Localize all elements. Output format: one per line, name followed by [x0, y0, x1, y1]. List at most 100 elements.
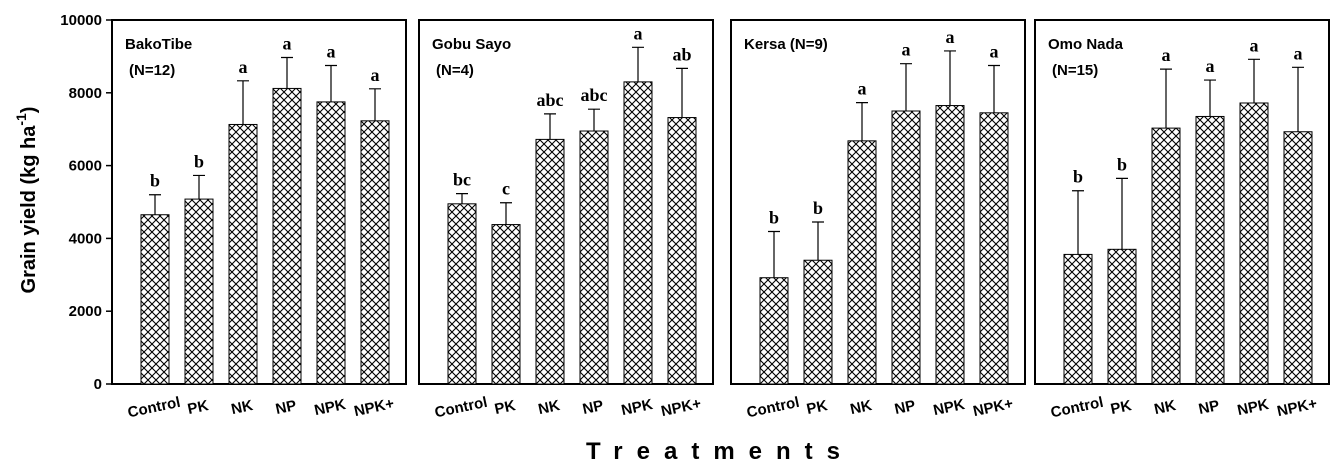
error-bar: [325, 64, 337, 102]
x-tick-label: NK: [230, 397, 255, 418]
error-bar: [676, 67, 688, 118]
bar: [579, 130, 609, 385]
bar: [847, 140, 877, 385]
error-bar: [988, 64, 1000, 113]
x-tick-label: NK: [849, 397, 874, 418]
panel-frame: [111, 19, 407, 385]
significance-letter: a: [239, 57, 248, 77]
significance-letter: a: [327, 42, 336, 62]
bar: [979, 112, 1009, 385]
x-tick-label: NPK: [1236, 396, 1271, 419]
significance-letter: b: [769, 207, 779, 227]
panel-title: Kersa (N=9): [744, 36, 828, 53]
significance-letter: abc: [537, 90, 564, 110]
error-bar: [588, 108, 600, 132]
bar: [1195, 115, 1225, 385]
significance-letter: a: [1294, 43, 1303, 63]
bar: [667, 117, 697, 385]
x-tick-label: NP: [581, 397, 605, 418]
panel-title: Omo Nada: [1048, 36, 1124, 53]
x-tick-label: NK: [537, 397, 562, 418]
x-tick-label: NPK: [620, 396, 655, 419]
error-bar: [632, 46, 644, 82]
significance-letter: a: [990, 42, 999, 62]
bar: [891, 110, 921, 385]
significance-letter: b: [1117, 154, 1127, 174]
y-tick-label: 10000: [60, 12, 102, 29]
x-tick-label: NPK+: [1276, 395, 1319, 420]
x-axis-title: Treatments: [586, 438, 854, 465]
x-tick-label: Control: [1049, 394, 1105, 422]
error-bar: [1292, 66, 1304, 132]
significance-letter: b: [813, 198, 823, 218]
bar: [447, 203, 477, 385]
bar: [759, 277, 789, 385]
x-tick-label: NPK+: [660, 395, 703, 420]
panel-title: (N=12): [129, 62, 175, 79]
panel-title: (N=4): [436, 62, 474, 79]
significance-letter: ab: [672, 44, 691, 64]
panel-frame: [1034, 19, 1330, 385]
bar: [1151, 127, 1181, 385]
x-tick-label: NP: [274, 397, 298, 418]
significance-letter: a: [1162, 45, 1171, 65]
error-bar: [1116, 177, 1128, 250]
error-bar: [1072, 190, 1084, 255]
panel-frame: [730, 19, 1026, 385]
significance-letter: a: [946, 27, 955, 47]
bar: [272, 87, 302, 385]
error-bar: [812, 221, 824, 261]
bar: [623, 81, 653, 385]
significance-letter: c: [502, 179, 510, 199]
significance-letter: bc: [453, 170, 471, 190]
y-tick-label: 6000: [69, 158, 102, 175]
bar: [184, 198, 214, 385]
y-axis-title-end: ): [18, 107, 40, 114]
significance-letter: a: [858, 79, 867, 99]
x-tick-label: PK: [493, 397, 517, 418]
x-tick-label: PK: [186, 397, 210, 418]
x-tick-label: NK: [1153, 397, 1178, 418]
significance-letter: b: [150, 171, 160, 191]
error-bar: [944, 50, 956, 106]
y-axis-title: Grain yield (kg ha-1): [13, 107, 40, 294]
error-bar: [456, 193, 468, 204]
x-tick-label: NPK+: [972, 395, 1015, 420]
significance-letter: a: [634, 23, 643, 43]
y-tick-label: 8000: [69, 85, 102, 102]
significance-letter: abc: [581, 85, 608, 105]
error-bar: [369, 88, 381, 121]
bar: [1107, 248, 1137, 385]
x-tick-label: NP: [1197, 397, 1221, 418]
y-tick-label: 0: [94, 376, 102, 393]
y-axis-title-text: Grain yield (kg ha: [18, 125, 40, 294]
error-bar: [768, 230, 780, 278]
y-tick-label: 4000: [69, 230, 102, 247]
bar: [803, 259, 833, 385]
panel-title: BakoTibe: [125, 36, 192, 53]
error-bar: [500, 202, 512, 225]
bar: [935, 105, 965, 385]
x-tick-label: Control: [126, 394, 182, 422]
bar: [1063, 253, 1093, 385]
bar: [228, 123, 258, 385]
significance-letter: a: [902, 40, 911, 60]
x-tick-label: NPK: [932, 396, 967, 419]
bar: [360, 120, 390, 385]
significance-letter: b: [194, 151, 204, 171]
bar: [1239, 102, 1269, 385]
x-tick-label: NP: [893, 397, 917, 418]
x-tick-label: PK: [805, 397, 829, 418]
bar: [316, 101, 346, 385]
bar: [140, 214, 170, 385]
x-tick-label: Control: [745, 394, 801, 422]
error-bar: [544, 113, 556, 140]
bar: [535, 138, 565, 385]
error-bar: [149, 194, 161, 215]
significance-letter: a: [1206, 56, 1215, 76]
error-bar: [1160, 68, 1172, 129]
error-bar: [856, 102, 868, 141]
error-bar: [1204, 79, 1216, 117]
significance-letter: a: [283, 33, 292, 53]
